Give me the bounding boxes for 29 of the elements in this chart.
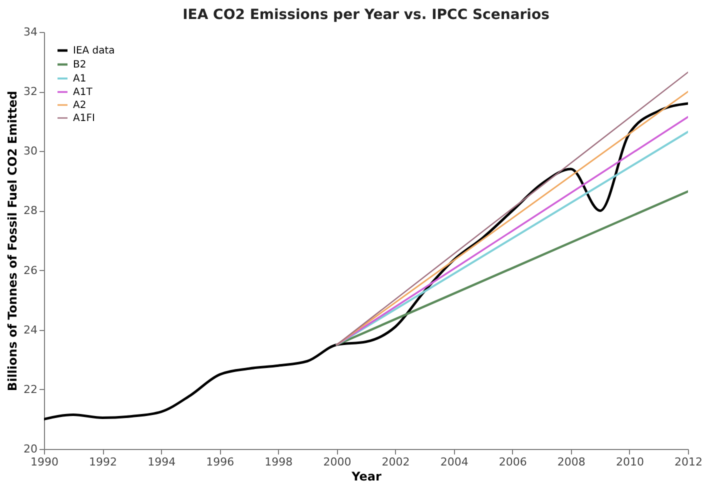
y-tick-label: 28 [24, 204, 38, 218]
y-axis-title: Billions of Tonnes of Fossil Fuel CO2 Emitted [6, 90, 20, 392]
x-tick-label: 1990 [30, 456, 58, 468]
y-tick-label: 26 [24, 264, 38, 277]
y-tick-label: 34 [24, 26, 38, 38]
x-tick-label: 2008 [557, 456, 586, 468]
chart-title: IEA CO2 Emissions per Year vs. IPCC Scenarios [182, 7, 550, 23]
legend-label: IEA data [73, 46, 115, 56]
legend-label: A1FI [73, 113, 95, 124]
y-tick-label: 30 [24, 144, 38, 158]
y-tick-label: 20 [24, 442, 38, 456]
x-tick-label: 1998 [264, 456, 293, 468]
legend-label: A1 [73, 74, 86, 84]
x-tick-label: 1994 [148, 456, 176, 468]
legend-label: A2 [73, 100, 86, 111]
x-tick-label: 1992 [89, 456, 118, 468]
x-tick-label: 2012 [674, 456, 702, 468]
y-tick-label: 24 [24, 323, 38, 336]
legend-label: A1T [73, 87, 94, 98]
legend-label: B2 [73, 60, 86, 70]
x-tick-label: 2010 [616, 456, 644, 468]
x-tick-label: 2002 [382, 456, 410, 468]
x-tick-label: 1996 [206, 456, 234, 468]
x-axis-title: Year [350, 470, 382, 484]
x-tick-label: 2004 [440, 456, 468, 468]
y-tick-label: 22 [24, 382, 38, 396]
y-tick-label: 32 [24, 85, 38, 98]
x-tick-label: 2006 [498, 456, 527, 468]
x-tick-label: 2000 [323, 456, 352, 468]
